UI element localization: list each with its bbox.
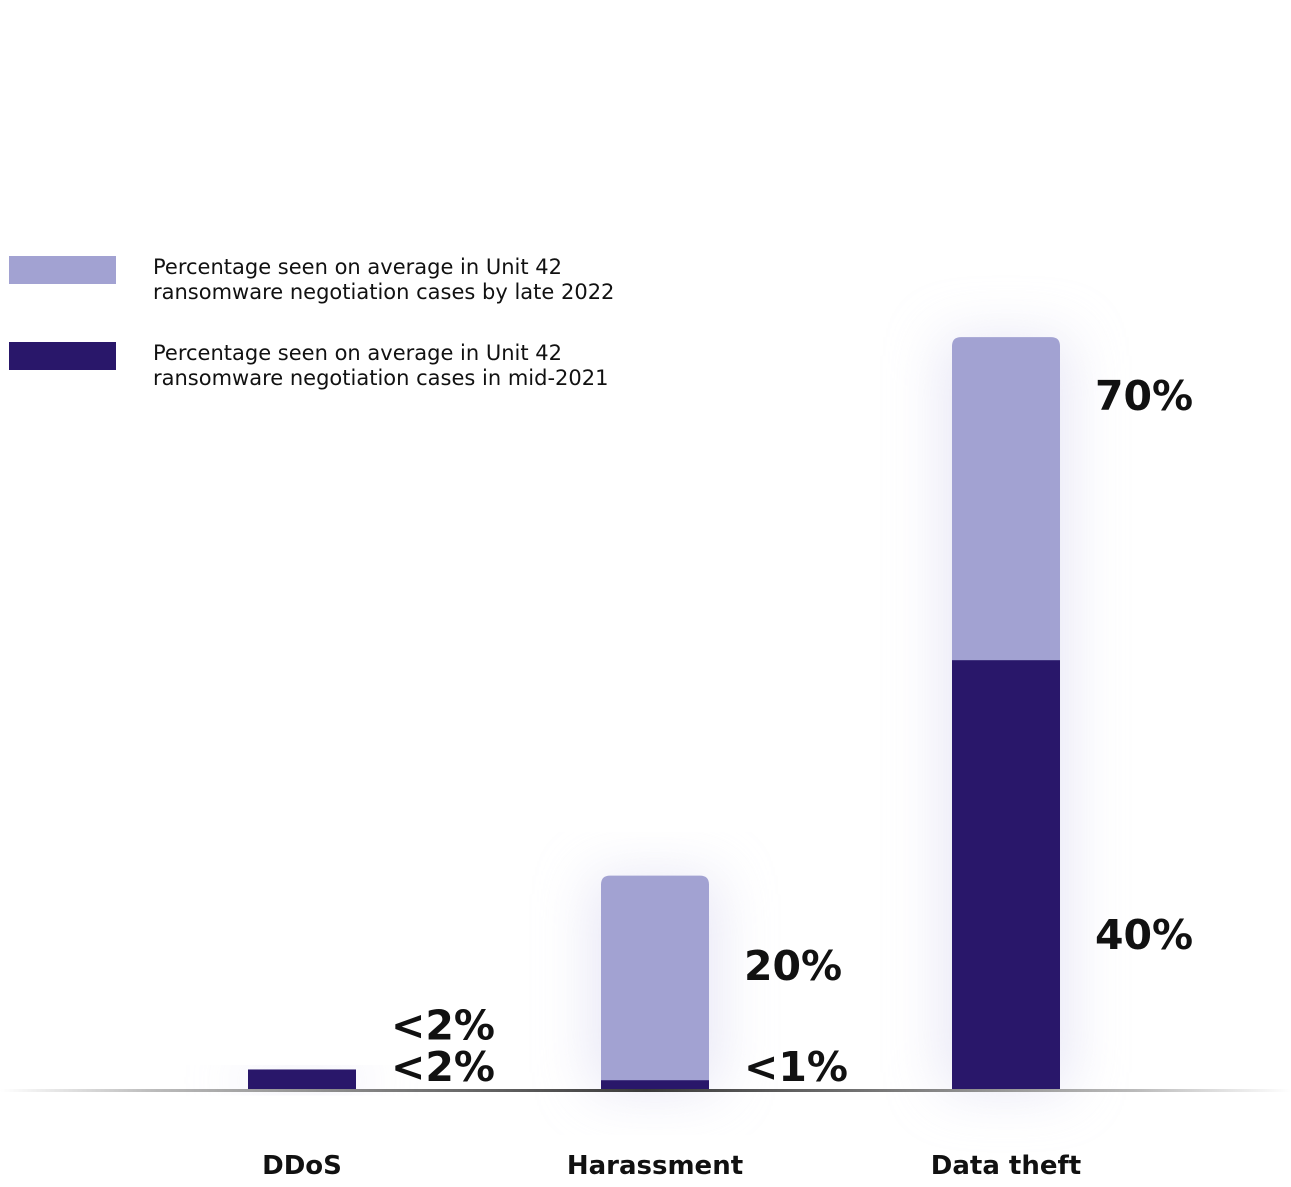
labels-layer: <2%<2% DDoS 20% <1% Harassment 70% 40% Data the…	[262, 372, 1193, 1181]
value-label-late-2022-data-theft: 70%	[1095, 372, 1193, 420]
bar-mid-2021-ddos	[248, 1069, 356, 1091]
category-label-ddos: DDoS	[262, 1151, 342, 1181]
category-label-data-theft: Data theft	[931, 1151, 1081, 1181]
value-label-mid-2021-harassment: <1%	[744, 1043, 848, 1091]
value-label-mid-2021-ddos: <2%	[391, 1043, 495, 1091]
value-label-late-2022-harassment: 20%	[744, 942, 842, 990]
category-label-harassment: Harassment	[567, 1151, 743, 1181]
legend-label-late-2022: Percentage seen on average in Unit 42 ra…	[153, 255, 615, 304]
value-label-late-2022-ddos: <2%	[391, 1001, 495, 1049]
legend-swatch-mid-2021	[9, 342, 116, 370]
x-axis-baseline	[0, 1089, 1291, 1092]
value-label-mid-2021-data-theft: 40%	[1095, 911, 1193, 959]
bar-late-2022-harassment	[601, 875, 709, 1091]
legend-swatch-late-2022	[9, 256, 116, 284]
legend-label-mid-2021: Percentage seen on average in Unit 42 ra…	[153, 341, 609, 390]
bar-mid-2021-data-theft	[952, 660, 1060, 1091]
bars-layer	[248, 337, 1060, 1092]
bar-mid-2021-harassment	[601, 1080, 709, 1091]
